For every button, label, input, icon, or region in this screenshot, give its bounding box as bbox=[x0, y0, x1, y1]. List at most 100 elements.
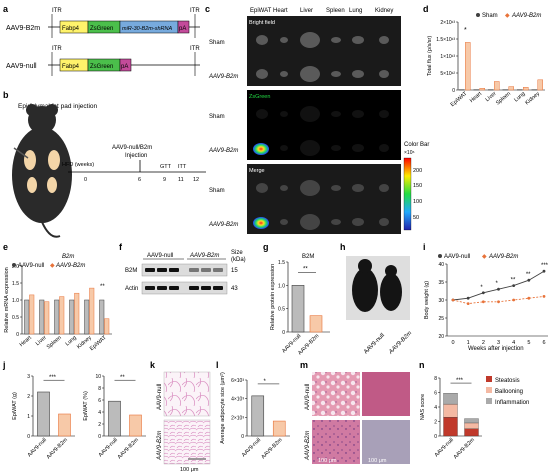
tissue-4-1-3 bbox=[331, 219, 341, 225]
tissue-4-0-5 bbox=[379, 184, 389, 192]
colorbar bbox=[403, 157, 412, 231]
e-sig: ** bbox=[100, 284, 105, 290]
hfd-label: HFD (weeks) bbox=[62, 162, 94, 168]
timeline-tick-6: 6 bbox=[138, 177, 141, 183]
merge-box bbox=[247, 164, 401, 234]
e-bar-0-1 bbox=[39, 299, 45, 335]
n-legend-swatch-2 bbox=[486, 398, 492, 404]
panel-letter-n: n bbox=[419, 360, 425, 370]
organ-label-kidney: Kidney bbox=[375, 8, 393, 14]
j2-ytick-label-3: 6 bbox=[98, 398, 101, 404]
tissue-0-1-1 bbox=[280, 71, 288, 77]
tissue-0-1-5 bbox=[379, 70, 389, 78]
injection-label: AAV9-null/B2m bbox=[112, 145, 152, 151]
l-ytick-label-0: 0 bbox=[241, 434, 244, 440]
n-ytick-label-3: 6 bbox=[434, 391, 437, 397]
tissue-4-0-4 bbox=[352, 184, 364, 192]
bright-field-title: Bright field bbox=[249, 20, 275, 26]
timeline-tick-9: 9 bbox=[163, 177, 166, 183]
tissue-2-0-1 bbox=[280, 111, 288, 117]
panel-h-mice-photo: AAV9-null AAV9-B2m bbox=[346, 256, 413, 356]
i-ytick-label-2: 30 bbox=[438, 298, 444, 304]
i-xtick-4: 4 bbox=[512, 340, 515, 346]
d-legend-b2m: AAV9-B2m bbox=[511, 13, 541, 19]
wb-b2m-membrane bbox=[141, 263, 228, 277]
tissue-4-1-2 bbox=[300, 214, 320, 230]
n-legend-0: Steatosis bbox=[495, 378, 520, 384]
tissue-0-1-3 bbox=[331, 71, 341, 77]
i-xtick-2: 2 bbox=[482, 340, 485, 346]
i-ylabel: Body weight (g) bbox=[424, 281, 430, 319]
d-xtick-3: Spleen bbox=[495, 91, 512, 107]
panel-letter-h: h bbox=[340, 242, 346, 252]
e-title: B2m bbox=[62, 254, 74, 260]
i-legend-null-dot bbox=[438, 254, 442, 258]
j2-sig: ** bbox=[120, 375, 125, 381]
gtt-label: GTT bbox=[160, 164, 172, 170]
panel-letter-j: j bbox=[2, 360, 6, 370]
wb-b2m-band-0 bbox=[145, 268, 155, 272]
n-legend-2: Inflammation bbox=[495, 400, 529, 406]
l-xtick-1: AAV9-B2m bbox=[260, 437, 283, 460]
j2-ylabel: EpiWAT (%) bbox=[83, 391, 89, 421]
i-point-0-2 bbox=[481, 291, 485, 295]
i-xlabel: Weeks after injection bbox=[468, 346, 524, 352]
liver-he-null bbox=[312, 372, 360, 416]
n-bar-1-1 bbox=[464, 422, 479, 429]
pa-box-1 bbox=[177, 20, 190, 34]
i-point-0-3 bbox=[497, 287, 500, 291]
panel-letter-b: b bbox=[3, 90, 9, 100]
tissue-2-1-2 bbox=[300, 140, 320, 156]
i-sig-3: * bbox=[496, 281, 499, 287]
i-point-1-5 bbox=[527, 296, 531, 300]
i-point-1-4 bbox=[512, 298, 516, 302]
liver-he-b2m bbox=[312, 420, 360, 464]
n-ytick-label-2: 4 bbox=[434, 405, 437, 411]
zsgreen-box bbox=[247, 90, 401, 160]
d-bar-aav9-b2m-5 bbox=[537, 79, 543, 91]
i-legend-null: AAV9-null bbox=[444, 254, 470, 260]
d-ytick-label-0: 0 bbox=[452, 88, 455, 94]
tissue-0-1-4 bbox=[352, 70, 364, 78]
shrna-label: miR-30-B2m-shRNA bbox=[122, 26, 172, 32]
panel-b-title: Epididymal fat pad injection bbox=[18, 103, 98, 110]
l-ytick-label-3: 6×10³ bbox=[231, 378, 244, 384]
colorbar-tick-200: 200 bbox=[413, 168, 422, 174]
panel-a-constructs: ITR ITR AAV9-B2m Fabp4 ZsGreen miR-30-B2… bbox=[6, 8, 200, 76]
d-bar-aav9-b2m-0 bbox=[465, 42, 471, 91]
wb-size-label: Size bbox=[231, 250, 243, 256]
i-xtick-6: 6 bbox=[543, 340, 546, 346]
n-legend-swatch-0 bbox=[486, 376, 492, 382]
panel-letter-k: k bbox=[150, 360, 156, 370]
l-xtick-0: AAV9-null bbox=[241, 437, 262, 458]
construct-aav9-null-label: AAV9-null bbox=[6, 63, 37, 70]
i-ytick-label-0: 20 bbox=[438, 334, 444, 340]
fabp4-label-2: Fabp4 bbox=[62, 64, 80, 70]
zsgreen-signal-epiwat bbox=[253, 143, 269, 155]
wb-actin-band-2 bbox=[169, 286, 179, 290]
itr-label-1r: ITR bbox=[190, 8, 200, 14]
j1-ytick-label-3: 3 bbox=[27, 374, 30, 380]
i-point-0-6 bbox=[542, 269, 546, 273]
tissue-2-0-0 bbox=[256, 109, 268, 119]
tissue-2-1-1 bbox=[280, 145, 288, 151]
tissue-0-0-2 bbox=[300, 32, 320, 48]
g-bar-1 bbox=[309, 315, 323, 333]
wb-actin-membrane bbox=[141, 281, 228, 295]
e-legend-null: AAV9-null bbox=[18, 263, 44, 269]
m-scale-label-1: 100 μm bbox=[318, 458, 337, 464]
merge-title: Merge bbox=[249, 168, 265, 174]
liver-stain-b2m bbox=[362, 420, 410, 464]
e-xtick-5: EpiWAT bbox=[89, 335, 108, 353]
chart-i: 20 25 30 35 40 Body weight (g) 0 1 2 * 3 * 4 ** 5 ** 6 **… bbox=[424, 254, 549, 352]
n-legend-swatch-1 bbox=[486, 387, 492, 393]
g-ylabel: Relative protein expression bbox=[270, 264, 276, 330]
j2-ytick-label-0: 0 bbox=[98, 434, 101, 440]
l-ytick-label-1: 2×10³ bbox=[231, 415, 244, 421]
j2-ytick-label-1: 2 bbox=[98, 422, 101, 428]
d-bar-aav9-b2m-2 bbox=[494, 81, 500, 91]
panel-letter-f: f bbox=[119, 242, 123, 252]
